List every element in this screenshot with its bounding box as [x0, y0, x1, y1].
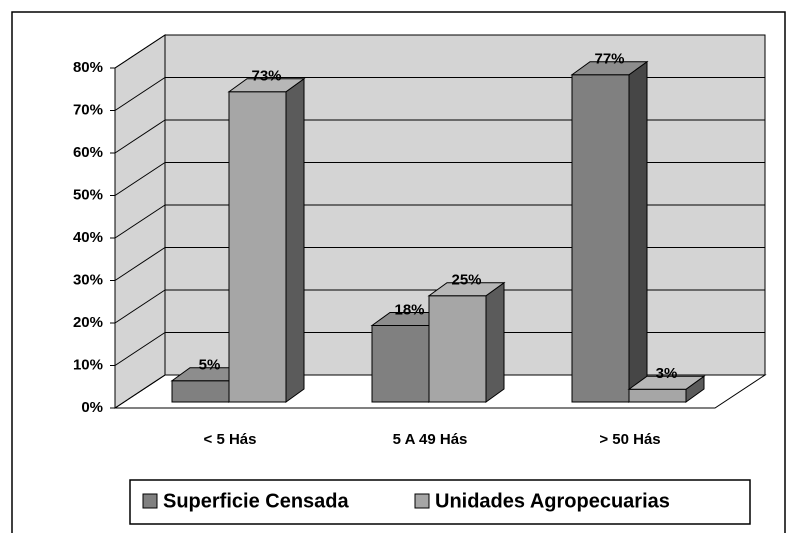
grid-line	[114, 77, 166, 111]
y-tick-label: 20%	[73, 314, 103, 331]
bar-front	[628, 388, 687, 403]
grid-line	[114, 34, 166, 69]
chart-border	[11, 11, 786, 533]
y-tick-label: 30%	[73, 271, 103, 288]
x-tick-label: < 5 Hás	[204, 431, 257, 448]
bar-side	[285, 77, 305, 403]
y-tick-label: 10%	[73, 356, 103, 373]
bar-front	[571, 74, 630, 403]
bar-front	[371, 325, 430, 403]
legend-box	[129, 479, 751, 525]
y-tick-label: 50%	[73, 186, 103, 203]
bar-top	[627, 375, 706, 390]
grid-line	[114, 247, 166, 281]
legend-swatch	[414, 493, 430, 509]
legend: Superficie Censada Unidades Agropecuarias	[129, 479, 751, 525]
grid-line	[114, 332, 166, 366]
value-label: 77%	[594, 51, 624, 68]
grid-line	[114, 119, 166, 154]
grid-line	[114, 162, 166, 196]
value-label: 18%	[394, 301, 424, 318]
grid-line	[114, 204, 166, 239]
bar-top	[570, 61, 649, 76]
grid-line	[114, 289, 166, 324]
bar-front	[228, 91, 287, 403]
y-tick-label: 0%	[81, 399, 103, 416]
bar	[627, 375, 706, 403]
legend-label: Superficie Censada	[163, 490, 350, 512]
bar	[427, 281, 506, 403]
bar	[227, 77, 306, 403]
bar-front	[428, 295, 487, 403]
y-tick-label: 60%	[73, 144, 103, 161]
legend-swatch	[142, 493, 158, 509]
y-tick-label: 70%	[73, 101, 103, 118]
grid-line	[114, 374, 166, 409]
bar-front	[171, 380, 230, 403]
value-label: 3%	[656, 365, 678, 382]
y-tick-label: 40%	[73, 229, 103, 246]
value-label: 5%	[199, 357, 221, 374]
bar-side	[485, 281, 505, 403]
bar-top	[427, 282, 506, 297]
x-tick-label: > 50 Hás	[599, 431, 660, 448]
bar-side	[628, 60, 648, 403]
value-label: 25%	[451, 272, 481, 289]
legend-label: Unidades Agropecuarias	[435, 490, 670, 512]
y-tick-label: 80%	[73, 59, 103, 76]
x-tick-label: 5 A 49 Hás	[393, 431, 468, 448]
bar-top	[227, 78, 306, 93]
bar	[570, 60, 649, 403]
value-label: 73%	[251, 68, 281, 85]
